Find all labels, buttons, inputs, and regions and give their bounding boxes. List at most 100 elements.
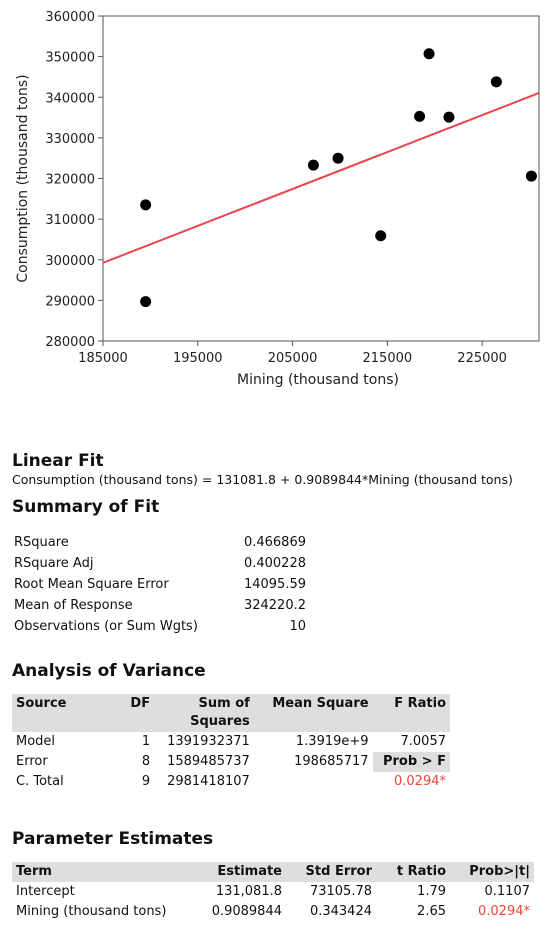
anova-cell	[254, 772, 373, 792]
chart-svg: 280000 290000 300000 310000 320000 330000 3400…	[15, 10, 540, 388]
params-row-mining: Mining (thousand tons) 0.9089844 0.34342…	[12, 902, 534, 922]
x-tick-label: 185000	[78, 351, 128, 366]
anova-cell: 1589485737	[167, 754, 250, 769]
summary-label: Mean of Response	[14, 598, 133, 613]
summary-row: Observations (or Sum Wgts) 10	[12, 616, 308, 637]
prob-f-header: Prob > F	[372, 752, 450, 772]
params-cell: Mining (thousand tons)	[16, 904, 167, 919]
x-tick-label: 225000	[457, 351, 507, 366]
summary-row: Root Mean Square Error 14095.59	[12, 574, 308, 595]
fit-line	[102, 92, 540, 264]
x-tick-label: 195000	[173, 351, 223, 366]
summary-of-fit-title: Summary of Fit	[12, 497, 160, 517]
x-tick-label: 215000	[363, 351, 413, 366]
anova-cell: 1	[141, 734, 151, 749]
summary-value: 14095.59	[243, 577, 306, 592]
anova-cell: Model	[16, 734, 56, 749]
data-point	[307, 159, 319, 171]
data-point	[490, 76, 502, 88]
y-tick-label: 310000	[45, 213, 95, 228]
anova-header-ss-line1: Sum of	[198, 696, 250, 711]
anova-cell: Error	[16, 754, 48, 769]
anova-cell: 1391932371	[167, 734, 250, 749]
data-point	[375, 230, 387, 242]
summary-value: 324220.2	[243, 598, 306, 613]
y-tick-label: 360000	[45, 10, 95, 25]
anova-cell: 198685717	[294, 754, 369, 769]
anova-header-source: Source	[12, 694, 107, 732]
summary-value: 10	[289, 619, 306, 634]
anova-row-error: Error 8 1589485737 198685717 Prob > F	[12, 752, 450, 772]
data-point	[443, 111, 455, 123]
anova-table: Source DF Sum of Squares Mean Square F Ra…	[12, 694, 450, 792]
anova-cell: 8	[141, 754, 151, 769]
anova-header-ms: Mean Square	[253, 694, 373, 732]
params-header-prob: Prob>|t|	[450, 862, 534, 882]
anova-section: Analysis of Variance Source DF Sum of Squ…	[12, 660, 542, 792]
summary-label: Observations (or Sum Wgts)	[14, 619, 198, 634]
params-header-term: Term	[12, 862, 200, 882]
data-point	[525, 170, 537, 182]
anova-title: Analysis of Variance	[12, 661, 206, 681]
scatter-chart: 280000 290000 300000 310000 320000 330000 3400…	[0, 0, 550, 400]
anova-header-ss: Sum of Squares	[154, 694, 254, 732]
y-tick-label: 320000	[45, 173, 95, 188]
params-cell: 0.9089844	[211, 904, 282, 919]
data-point	[332, 152, 344, 164]
fit-equation: Consumption (thousand tons) = 131081.8 +…	[12, 472, 513, 487]
y-tick-label: 340000	[45, 91, 95, 106]
anova-header-ss-line2: Squares	[190, 714, 250, 729]
y-axis-title: Consumption (thousand tons)	[15, 74, 31, 282]
parameter-estimates-title: Parameter Estimates	[12, 829, 214, 849]
data-point	[414, 110, 426, 122]
params-header-estimate: Estimate	[200, 862, 286, 882]
summary-row: RSquare Adj 0.400228	[12, 553, 308, 574]
params-header-row: Term Estimate Std Error t Ratio Prob>|t|	[12, 862, 534, 882]
summary-row: Mean of Response 324220.2	[12, 595, 308, 616]
anova-cell: 2981418107	[167, 774, 250, 789]
linear-fit-title: Linear Fit	[12, 451, 104, 471]
params-cell: 1.79	[417, 884, 446, 899]
y-tick-label: 350000	[45, 51, 95, 66]
params-row-intercept: Intercept 131,081.8 73105.78 1.79 0.1107	[12, 882, 534, 902]
parameter-estimates-section: Parameter Estimates Term Estimate Std Er…	[12, 828, 542, 922]
params-header-std-error: Std Error	[286, 862, 376, 882]
y-tick-label: 330000	[45, 132, 95, 147]
summary-value: 0.466869	[243, 535, 306, 550]
x-axis-title: Mining (thousand tons)	[237, 372, 399, 388]
params-cell: Intercept	[16, 884, 75, 899]
summary-row: RSquare 0.466869	[12, 532, 308, 553]
params-cell: 73105.78	[309, 884, 372, 899]
anova-header-f: F Ratio	[372, 694, 450, 732]
y-tick-label: 280000	[45, 335, 95, 350]
y-tick-label: 290000	[45, 294, 95, 309]
params-cell: 2.65	[417, 904, 446, 919]
data-point	[140, 199, 152, 211]
params-cell: 0.0294*	[478, 904, 530, 919]
x-tick-label: 205000	[268, 351, 318, 366]
summary-label: Root Mean Square Error	[14, 577, 169, 592]
y-tick-label: 300000	[45, 254, 95, 269]
summary-of-fit-section: Summary of Fit RSquare 0.466869 RSquare Ad…	[12, 496, 542, 637]
anova-cell: 9	[141, 774, 151, 789]
anova-cell: 1.3919e+9	[295, 734, 369, 749]
summary-value: 0.400228	[243, 556, 306, 571]
summary-label: RSquare Adj	[14, 556, 94, 571]
anova-row-model: Model 1 1391932371 1.3919e+9 7.0057	[12, 732, 450, 752]
anova-cell: 7.0057	[400, 734, 447, 749]
linear-fit-section: Linear Fit Consumption (thousand tons) =…	[12, 450, 542, 488]
anova-row-total: C. Total 9 2981418107 0.0294*	[12, 772, 450, 792]
params-header-t-ratio: t Ratio	[376, 862, 450, 882]
anova-header-row: Source DF Sum of Squares Mean Square F Ra…	[12, 694, 450, 732]
anova-cell: C. Total	[16, 774, 64, 789]
parameter-estimates-table: Term Estimate Std Error t Ratio Prob>|t|…	[12, 862, 534, 922]
params-cell: 0.1107	[484, 884, 531, 899]
params-cell: 131,081.8	[215, 884, 282, 899]
params-cell: 0.343424	[309, 904, 372, 919]
anova-header-df: DF	[106, 694, 155, 732]
summary-of-fit-table: RSquare 0.466869 RSquare Adj 0.400228 Root M…	[12, 532, 308, 637]
prob-f-value: 0.0294*	[394, 774, 446, 789]
summary-label: RSquare	[14, 535, 69, 550]
data-point	[140, 296, 152, 308]
data-point	[423, 48, 435, 60]
